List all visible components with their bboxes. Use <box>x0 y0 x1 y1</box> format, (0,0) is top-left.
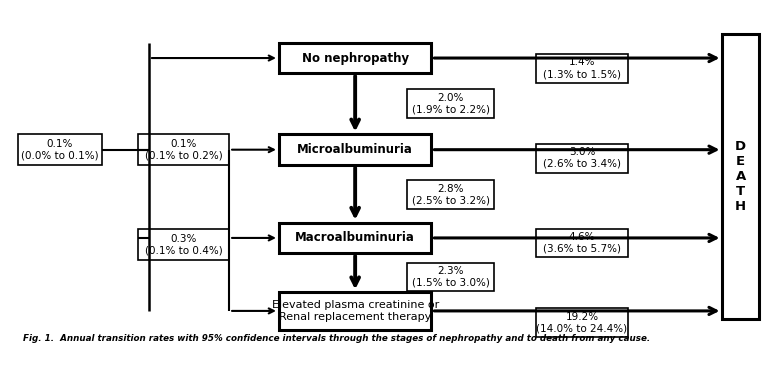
Text: 4.6%
(3.6% to 5.7%): 4.6% (3.6% to 5.7%) <box>543 232 621 254</box>
Text: Elevated plasma creatinine or
Renal replacement therapy: Elevated plasma creatinine or Renal repl… <box>272 300 439 322</box>
Bar <box>138 134 229 165</box>
Text: 2.0%
(1.9% to 2.2%): 2.0% (1.9% to 2.2%) <box>411 93 489 115</box>
Bar <box>279 292 432 330</box>
Text: 0.1%
(0.0% to 0.1%): 0.1% (0.0% to 0.1%) <box>21 139 98 160</box>
Text: 2.3%
(1.5% to 3.0%): 2.3% (1.5% to 3.0%) <box>411 266 489 288</box>
Text: D
E
A
T
H: D E A T H <box>735 140 746 213</box>
Bar <box>279 134 432 165</box>
Bar <box>536 229 628 257</box>
Text: Fig. 1.  Annual transition rates with 95% confidence intervals through the stage: Fig. 1. Annual transition rates with 95%… <box>23 334 650 343</box>
Bar <box>138 229 229 260</box>
Bar <box>279 43 432 73</box>
Bar <box>536 144 628 173</box>
Bar <box>407 181 495 209</box>
Text: 0.1%
(0.1% to 0.2%): 0.1% (0.1% to 0.2%) <box>144 139 222 160</box>
Text: 0.3%
(0.1% to 0.4%): 0.3% (0.1% to 0.4%) <box>144 234 222 256</box>
Text: 1.4%
(1.3% to 1.5%): 1.4% (1.3% to 1.5%) <box>543 57 621 79</box>
Bar <box>407 90 495 118</box>
Text: Macroalbuminuria: Macroalbuminuria <box>295 231 415 244</box>
Bar <box>18 134 102 165</box>
Text: No nephropathy: No nephropathy <box>301 51 409 65</box>
Text: Microalbuminuria: Microalbuminuria <box>298 143 413 156</box>
Text: 19.2%
(14.0% to 24.4%): 19.2% (14.0% to 24.4%) <box>536 312 627 333</box>
Bar <box>536 308 628 337</box>
Bar <box>407 263 495 291</box>
Bar <box>279 223 432 253</box>
Bar <box>536 54 628 83</box>
Text: 3.0%
(2.6% to 3.4%): 3.0% (2.6% to 3.4%) <box>543 147 621 169</box>
Bar <box>722 34 759 319</box>
Text: 2.8%
(2.5% to 3.2%): 2.8% (2.5% to 3.2%) <box>411 184 489 206</box>
